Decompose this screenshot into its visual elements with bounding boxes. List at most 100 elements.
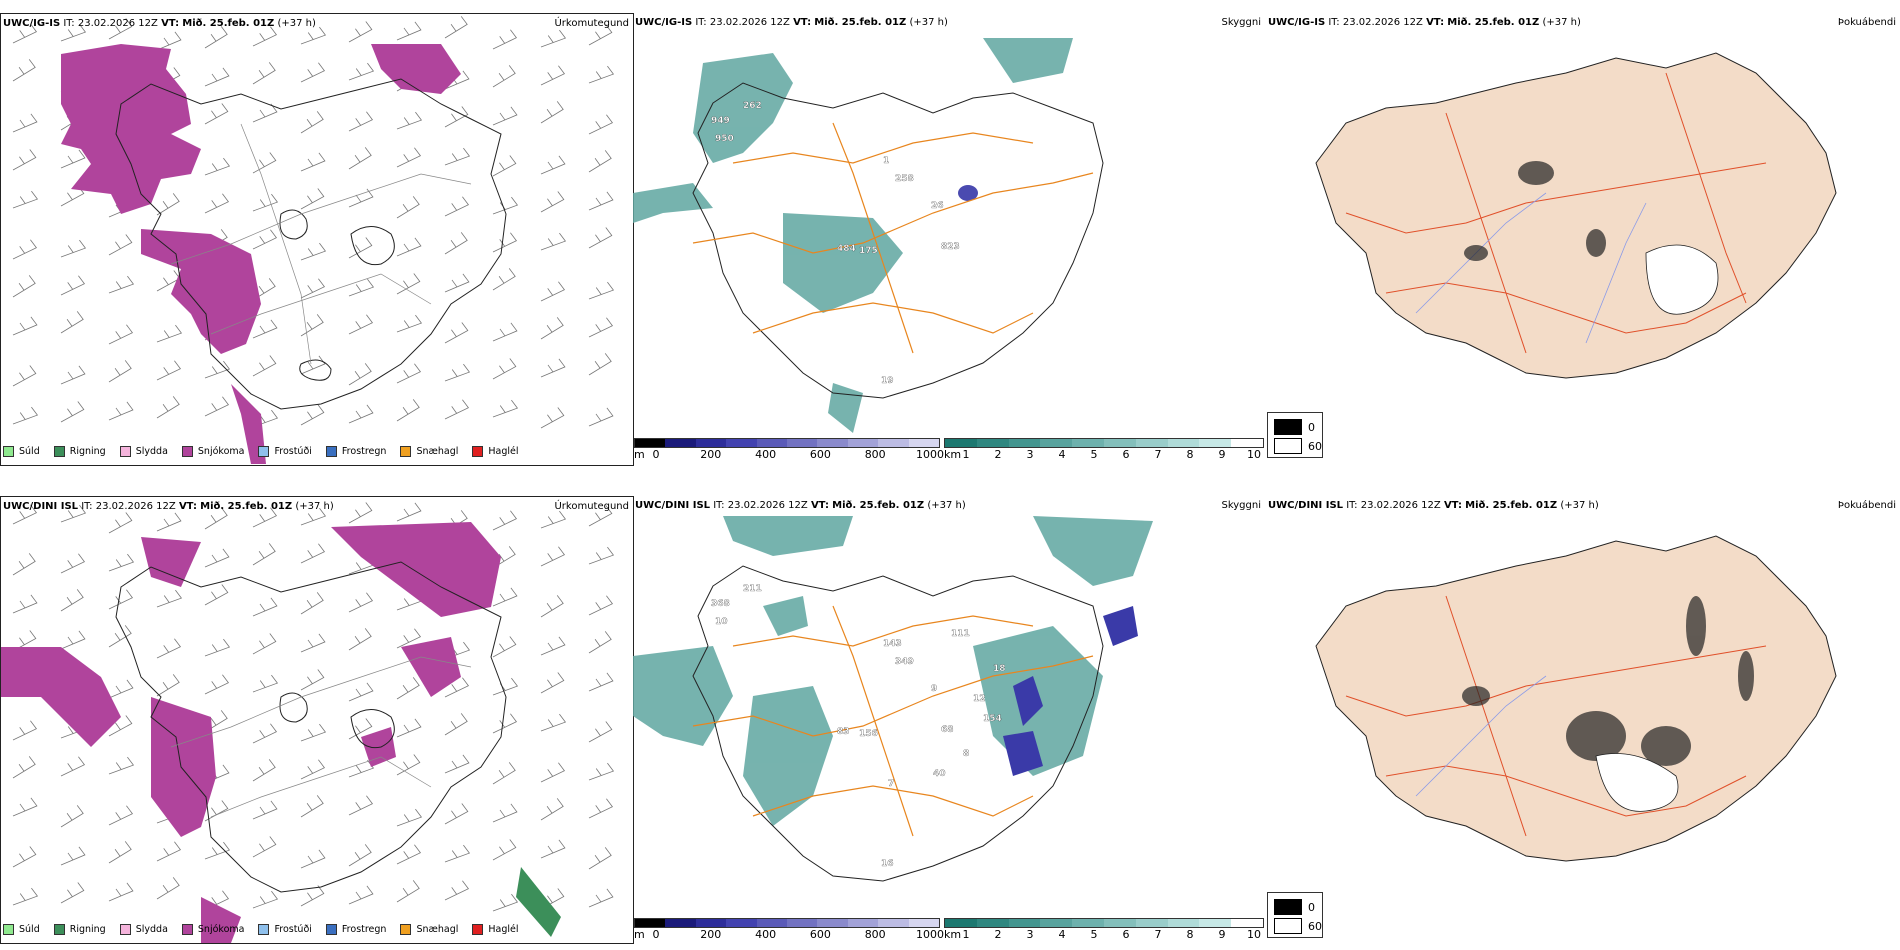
precip-map-top — [12, 16, 615, 464]
scale-tick-label: 8 — [1186, 928, 1194, 941]
snow-areas — [61, 44, 461, 464]
wind-barb — [396, 880, 420, 903]
legend-swatch — [258, 446, 270, 457]
wind-barb — [204, 507, 228, 530]
coastline — [692, 565, 1104, 882]
fog-patches — [1464, 161, 1606, 261]
legend-swatch — [3, 446, 14, 457]
wind-barb — [492, 106, 518, 126]
vis-value-label: 18 — [993, 664, 1006, 674]
legend-item: Haglél — [472, 446, 519, 457]
scale-bin — [756, 919, 788, 927]
wind-barb — [588, 317, 614, 338]
iceland-land — [1315, 535, 1837, 862]
wind-barb — [396, 21, 422, 41]
wind-barb — [12, 846, 37, 868]
wind-barb — [540, 510, 567, 529]
wind-barb — [108, 360, 132, 383]
scale-bin — [976, 439, 1009, 447]
vis-value-label: 68 — [941, 725, 954, 735]
scale-tick-label: 600 — [809, 928, 831, 941]
wind-barb — [588, 798, 614, 819]
wind-barb — [348, 111, 374, 132]
wind-barb — [60, 882, 85, 904]
wind-barb — [348, 795, 374, 816]
wind-barb — [60, 311, 84, 334]
scale-tick-label: 400 — [755, 448, 777, 461]
wind-barb — [108, 715, 133, 737]
wind-barb — [444, 16, 468, 39]
coastline — [115, 78, 507, 410]
vis-value-label: 349 — [895, 657, 914, 667]
wind-barb — [300, 633, 326, 653]
scale-bin — [1199, 439, 1232, 447]
scale-bin — [635, 919, 666, 927]
wind-barb — [252, 319, 278, 339]
precip-legend-bottom: Súld Rigning Slydda Snjókoma Frostúði Frostre… — [3, 924, 519, 935]
visibility-map-top: 262 949 950 1 258 26 484 175 823 19 — [633, 38, 1104, 433]
legend-swatch — [400, 446, 412, 457]
scale-bar — [944, 918, 1264, 928]
wind-barb — [252, 26, 278, 47]
wind-barb — [492, 636, 517, 658]
vis-value-label: 83 — [837, 727, 850, 737]
wind-barb — [156, 512, 182, 532]
legend-swatch — [258, 924, 270, 935]
legend-swatch — [472, 924, 484, 935]
wind-barb — [108, 841, 132, 864]
legend-swatch — [325, 446, 337, 457]
snow-areas — [1, 522, 501, 943]
scale-tick-label: 4 — [1058, 448, 1066, 461]
wind-barb — [300, 152, 326, 172]
scale-tick-label: 600 — [809, 448, 831, 461]
legend-swatch — [472, 446, 484, 457]
wind-barb — [396, 237, 422, 257]
wind-barb — [300, 188, 325, 210]
wind-barb — [108, 625, 132, 648]
scale-bin — [1103, 919, 1136, 927]
wind-barb — [540, 839, 566, 859]
scale-bin — [1008, 919, 1041, 927]
wind-barb — [492, 713, 518, 734]
wind-barb — [60, 401, 85, 423]
scale-bin — [787, 439, 818, 447]
wind-barb — [252, 723, 278, 744]
wind-barb — [108, 234, 133, 256]
scale-tick-label: 200 — [700, 928, 722, 941]
scale-tick-label: 800 — [864, 448, 886, 461]
scale-tick-label: 2 — [994, 448, 1002, 461]
wind-barb — [252, 193, 279, 212]
wind-barb — [396, 147, 422, 168]
wind-barb — [348, 147, 372, 170]
legend-item: Frostregn — [325, 924, 386, 935]
wind-barb — [12, 149, 37, 171]
legend-label: Snæhagl — [416, 924, 459, 935]
wind-barb — [588, 546, 615, 565]
wind-barb — [300, 849, 326, 869]
wind-barb — [252, 507, 278, 528]
wind-barb — [252, 103, 278, 123]
legend-swatch — [53, 924, 65, 935]
wind-barb — [348, 844, 372, 867]
fog-title-top: Þokuábendi — [1837, 17, 1896, 28]
wind-barb — [12, 630, 37, 652]
wind-barb — [60, 805, 84, 828]
wind-barb — [204, 157, 231, 176]
scale-tick-label: 5 — [1090, 448, 1098, 461]
vis-value-label: 175 — [859, 246, 878, 256]
wind-barb — [60, 553, 86, 574]
wind-barb — [444, 147, 471, 166]
wind-barb — [588, 672, 614, 692]
scale-unit: km — [944, 448, 962, 461]
legend-label: Haglél — [488, 446, 519, 457]
wind-barb — [108, 18, 133, 40]
wind-barb — [60, 504, 87, 523]
fog-panel-top: UWC/IG-IS IT: 23.02.2026 12Z VT: Mið. 25… — [1266, 13, 1900, 413]
scale-tick-label: 1 — [962, 448, 970, 461]
wind-barb — [60, 589, 84, 612]
wind-barb — [108, 805, 134, 826]
wind-barb — [204, 396, 230, 417]
legend-label: Snjókoma — [197, 446, 245, 457]
wind-barb — [156, 396, 180, 419]
wind-barb — [300, 723, 327, 742]
